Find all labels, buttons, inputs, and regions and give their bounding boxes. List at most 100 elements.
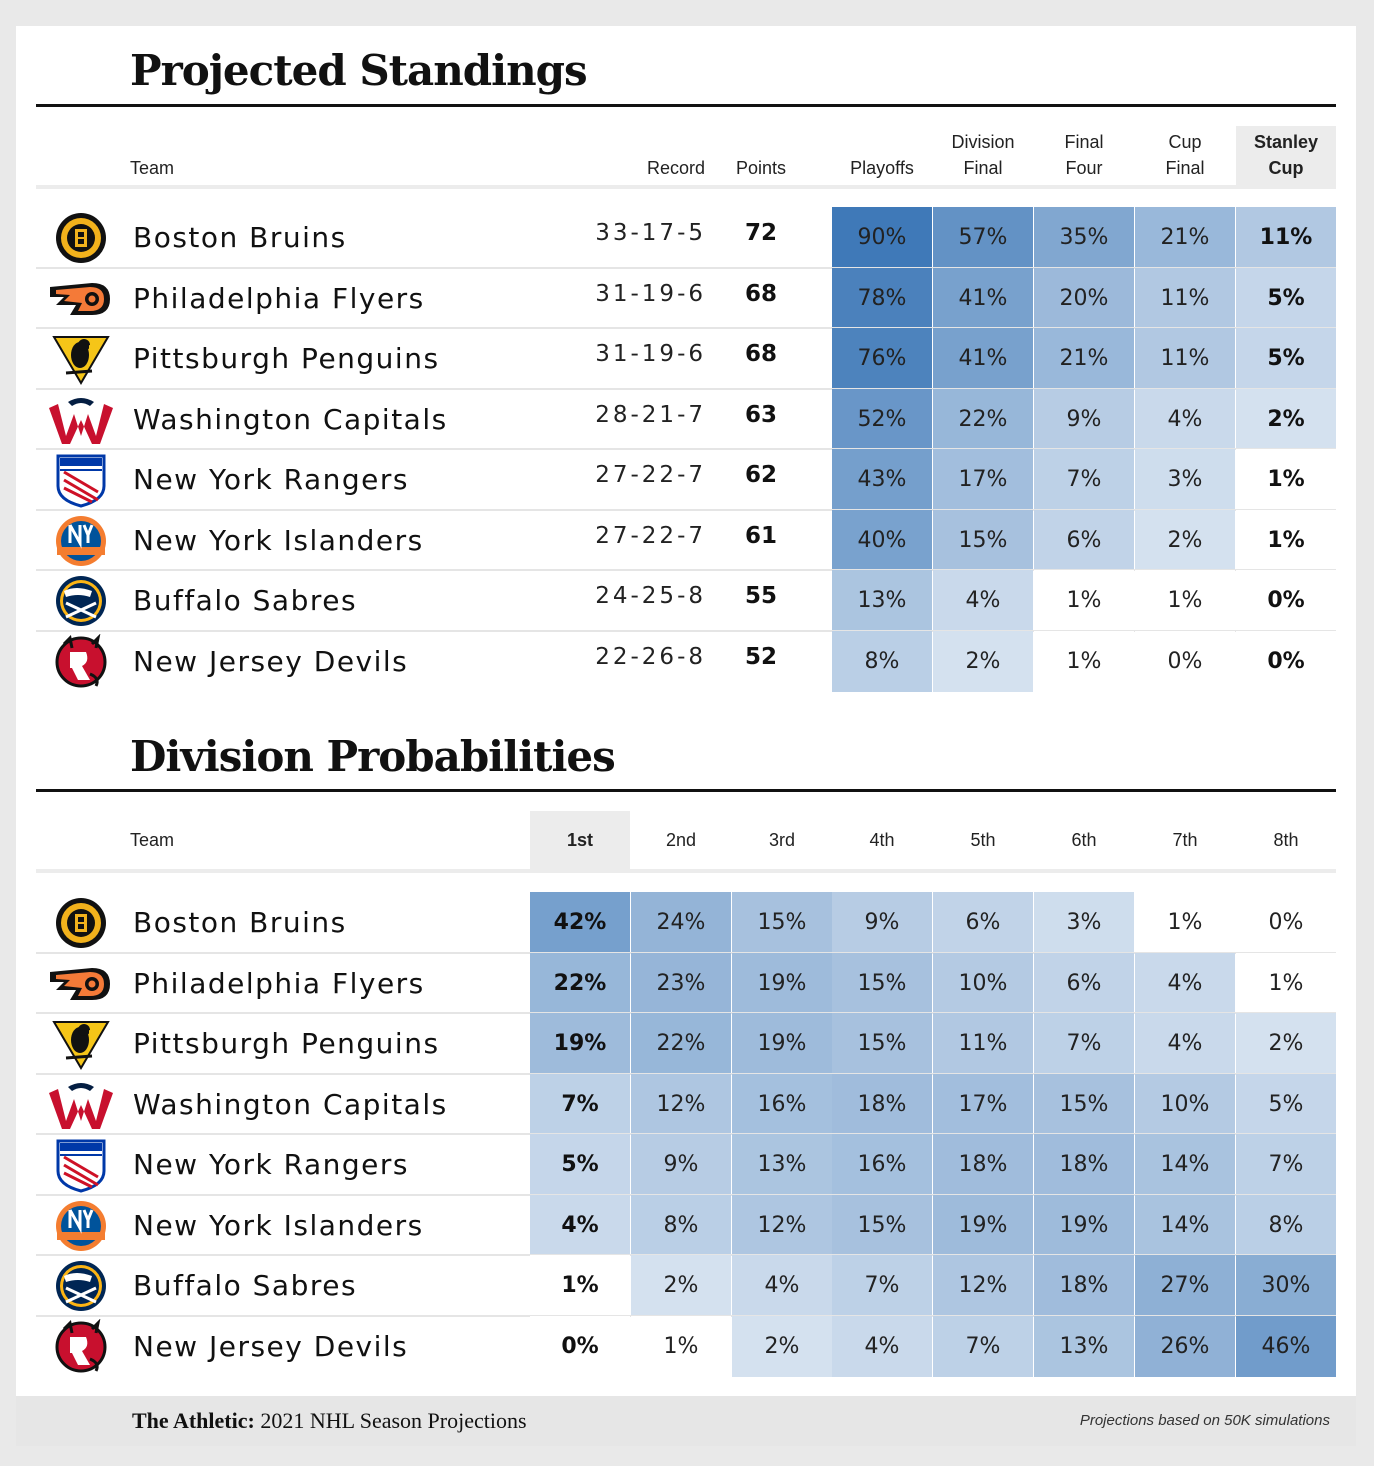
prob-cell: 21% (1135, 207, 1235, 268)
sabres-logo (56, 576, 106, 626)
col-header-6th: 6th (1071, 830, 1097, 850)
prob-cell: 2% (1236, 389, 1336, 450)
prob-cell: 14% (1135, 1195, 1235, 1256)
prob-cell: 8% (832, 631, 932, 692)
prob-cell: 13% (832, 570, 932, 631)
team-name: Washington Capitals (133, 1088, 448, 1121)
team-logo (46, 271, 116, 327)
prob-cell: 18% (1034, 1255, 1134, 1316)
prob-cell: 41% (933, 268, 1033, 329)
prob-cell: 5% (1236, 328, 1336, 389)
team-name: Boston Bruins (133, 906, 347, 939)
team-record: 22-26-8 (595, 644, 706, 670)
prob-cell: 2% (732, 1316, 832, 1377)
prob-cell: 7% (832, 1255, 932, 1316)
prob-cell: 52% (832, 389, 932, 450)
rangers-logo (56, 1139, 106, 1193)
prob-cell: 46% (1236, 1316, 1336, 1377)
prob-cell: 30% (1236, 1255, 1336, 1316)
prob-cell: 18% (933, 1134, 1033, 1195)
prob-cell: 12% (631, 1074, 731, 1135)
row-separator (36, 630, 1336, 632)
prob-cell: 2% (933, 631, 1033, 692)
footer-subtitle: 2021 NHL Season Projections (260, 1408, 527, 1433)
prob-cell: 9% (832, 892, 932, 953)
team-points: 68 (744, 341, 777, 367)
col-header-record: Record (646, 158, 706, 178)
prob-cell: 26% (1135, 1316, 1235, 1377)
col-header-line: Stanley (1253, 132, 1319, 152)
prob-cell: 1% (1236, 449, 1336, 510)
row-separator (36, 448, 1336, 450)
prob-cell: 5% (1236, 1074, 1336, 1135)
team-name: Philadelphia Flyers (133, 282, 425, 315)
prob-cell: 0% (1236, 892, 1336, 953)
prob-cell: 7% (1034, 449, 1134, 510)
sabres-logo (56, 1261, 106, 1311)
team-name: Buffalo Sabres (133, 1269, 358, 1302)
col-header-division-final: Division Final (933, 129, 1033, 181)
prob-cell: 27% (1135, 1255, 1235, 1316)
team-logo (46, 633, 116, 690)
col-header-line: Final (963, 158, 1003, 178)
devils-logo (55, 633, 107, 688)
prob-cell: 43% (832, 449, 932, 510)
prob-cell: 2% (1236, 1013, 1336, 1074)
prob-cell: 17% (933, 1074, 1033, 1135)
prob-cell: 7% (933, 1316, 1033, 1377)
footer-brand-name: The Athletic: (132, 1408, 255, 1433)
prob-cell: 57% (933, 207, 1033, 268)
division-title-rule (36, 789, 1336, 792)
prob-cell: 0% (1236, 570, 1336, 631)
col-header-line: Final (1064, 132, 1104, 152)
prob-cell: 6% (1034, 953, 1134, 1014)
col-header-line: Final (1165, 158, 1205, 178)
prob-cell: 3% (1135, 449, 1235, 510)
prob-cell: 15% (933, 510, 1033, 571)
team-points: 72 (744, 220, 777, 246)
prob-cell: 13% (1034, 1316, 1134, 1377)
flyers-logo (50, 968, 110, 1000)
prob-cell: 18% (1034, 1134, 1134, 1195)
prob-cell: 22% (530, 953, 630, 1014)
prob-cell: 19% (933, 1195, 1033, 1256)
col-header-3rd: 3rd (768, 830, 795, 850)
prob-cell: 6% (1034, 510, 1134, 571)
prob-cell: 0% (1135, 631, 1235, 692)
prob-cell: 11% (1135, 328, 1235, 389)
standings-title: Projected Standings (130, 46, 588, 95)
col-header-team: Team (130, 158, 175, 178)
team-record: 28-21-7 (595, 402, 706, 428)
prob-cell: 35% (1034, 207, 1134, 268)
col-header-cup-final: Cup Final (1135, 129, 1235, 181)
team-logo (46, 1137, 116, 1193)
prob-cell: 4% (1135, 953, 1235, 1014)
prob-cell: 19% (1034, 1195, 1134, 1256)
team-logo (46, 1198, 116, 1254)
flyers-logo (50, 283, 110, 315)
team-logo (46, 1077, 116, 1133)
prob-cell: 4% (1135, 389, 1235, 450)
prob-cell: 5% (1236, 268, 1336, 329)
team-points: 68 (744, 281, 777, 307)
prob-cell: 22% (933, 389, 1033, 450)
prob-cell: 14% (1135, 1134, 1235, 1195)
col-header-2nd: 2nd (665, 830, 697, 850)
team-logo (46, 895, 116, 951)
prob-cell: 15% (1034, 1074, 1134, 1135)
prob-cell: 19% (732, 1013, 832, 1074)
team-record: 24-25-8 (595, 583, 706, 609)
prob-cell: 4% (933, 570, 1033, 631)
col-header-5th: 5th (970, 830, 996, 850)
prob-cell: 0% (530, 1316, 630, 1377)
row-separator (36, 569, 1336, 571)
col-header-final-four: Final Four (1034, 129, 1134, 181)
row-separator (36, 388, 1336, 390)
col-header-team: Team (130, 830, 175, 850)
prob-cell: 22% (631, 1013, 731, 1074)
col-header-stanley-cup: Stanley Cup (1236, 126, 1336, 188)
team-record: 33-17-5 (595, 220, 706, 246)
team-logo (46, 956, 116, 1012)
team-name: New York Islanders (133, 524, 424, 557)
prob-cell: 1% (1135, 892, 1235, 953)
